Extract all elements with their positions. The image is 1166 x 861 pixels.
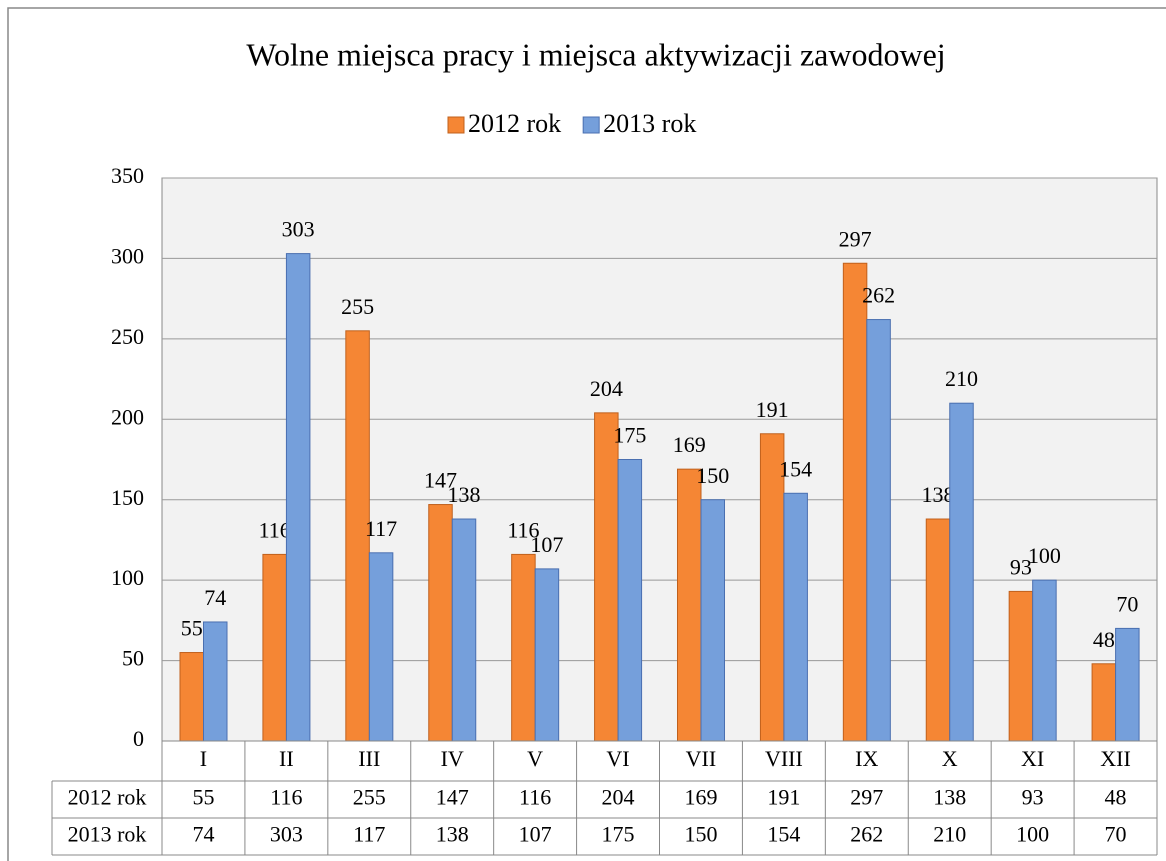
x-tick-label: VII [686, 746, 717, 771]
table-cell: 210 [933, 822, 966, 847]
table-cell: 147 [436, 785, 469, 810]
data-label: 303 [282, 217, 315, 242]
table-cell: 55 [192, 785, 214, 810]
bar [842, 262, 868, 742]
bar [1008, 590, 1034, 742]
table-cell: 116 [270, 785, 302, 810]
bar [1115, 627, 1140, 742]
table-cell: 74 [192, 822, 214, 847]
y-tick-label: 350 [111, 163, 144, 188]
table-cell: 204 [602, 785, 635, 810]
data-label: 100 [1028, 543, 1061, 568]
table-cell: 70 [1105, 822, 1127, 847]
bar [677, 468, 702, 742]
bar [617, 459, 643, 742]
legend-label: 2013 rok [603, 109, 696, 138]
y-tick-label: 150 [111, 485, 144, 510]
bar [511, 553, 536, 742]
x-tick-label: V [527, 746, 543, 771]
bar [925, 518, 951, 742]
legend-swatch [582, 116, 600, 134]
legend-swatch [447, 116, 465, 134]
x-tick-label: XI [1021, 746, 1044, 771]
chart-title: Wolne miejsca pracy i miejsca aktywizacj… [246, 36, 945, 72]
x-tick-label: X [942, 746, 958, 771]
bar [700, 499, 725, 742]
data-label: 107 [530, 532, 563, 557]
data-label: 93 [1010, 554, 1032, 579]
bar [534, 568, 560, 742]
y-tick-label: 100 [111, 565, 144, 590]
data-label: 117 [365, 516, 397, 541]
bar [451, 518, 477, 742]
table-cell: 191 [767, 785, 800, 810]
data-label: 255 [341, 294, 374, 319]
bar [262, 553, 287, 742]
bar [368, 552, 394, 742]
data-label: 297 [839, 226, 872, 251]
data-label: 191 [756, 397, 789, 422]
data-label: 116 [259, 517, 291, 542]
y-tick-label: 50 [122, 646, 144, 671]
table-cell: 138 [933, 785, 966, 810]
y-tick-label: 200 [111, 404, 144, 429]
table-cell: 262 [850, 822, 883, 847]
data-label: 116 [507, 517, 539, 542]
table-row-header: 2012 rok [68, 785, 147, 810]
bar [783, 492, 808, 742]
data-label: 154 [779, 456, 812, 481]
data-label: 150 [696, 463, 729, 488]
x-tick-label: I [200, 746, 207, 771]
bar [428, 504, 453, 742]
x-tick-label: XII [1100, 746, 1131, 771]
table-cell: 154 [767, 822, 800, 847]
table-row-header: 2013 rok [68, 822, 147, 847]
bar [203, 621, 228, 742]
data-label: 55 [181, 616, 203, 641]
table-cell: 175 [602, 822, 635, 847]
data-label: 169 [673, 432, 706, 457]
plot-area [161, 177, 1158, 742]
data-label: 147 [424, 468, 457, 493]
data-label: 204 [590, 376, 623, 401]
bar [1091, 663, 1117, 742]
y-tick-label: 300 [111, 243, 144, 268]
table-cell: 93 [1022, 785, 1044, 810]
data-label: 48 [1093, 627, 1115, 652]
table-cell: 116 [519, 785, 551, 810]
bar [179, 652, 204, 742]
data-label: 262 [862, 283, 895, 308]
y-tick-label: 250 [111, 324, 144, 349]
x-tick-label: VI [606, 746, 629, 771]
data-label: 138 [448, 482, 481, 507]
table-cell: 303 [270, 822, 303, 847]
data-label: 74 [204, 585, 226, 610]
x-tick-label: VIII [765, 746, 803, 771]
x-tick-label: IV [441, 746, 464, 771]
legend-label: 2012 rok [468, 109, 561, 138]
data-label: 70 [1116, 591, 1138, 616]
table-cell: 255 [353, 785, 386, 810]
x-tick-label: III [358, 746, 380, 771]
bar [594, 412, 619, 742]
table-cell: 138 [436, 822, 469, 847]
table-cell: 107 [519, 822, 552, 847]
data-label: 210 [945, 366, 978, 391]
x-tick-label: II [279, 746, 294, 771]
data-label: 138 [922, 482, 955, 507]
y-tick-label: 0 [133, 726, 144, 751]
x-tick-label: IX [855, 746, 878, 771]
bar [285, 253, 311, 742]
table-cell: 48 [1105, 785, 1127, 810]
bar [1032, 579, 1057, 742]
bar [866, 319, 891, 742]
data-label: 175 [613, 423, 646, 448]
table-cell: 100 [1016, 822, 1049, 847]
table-cell: 150 [684, 822, 717, 847]
table-cell: 169 [684, 785, 717, 810]
bar [949, 402, 974, 742]
table-cell: 117 [353, 822, 385, 847]
table-cell: 297 [850, 785, 883, 810]
